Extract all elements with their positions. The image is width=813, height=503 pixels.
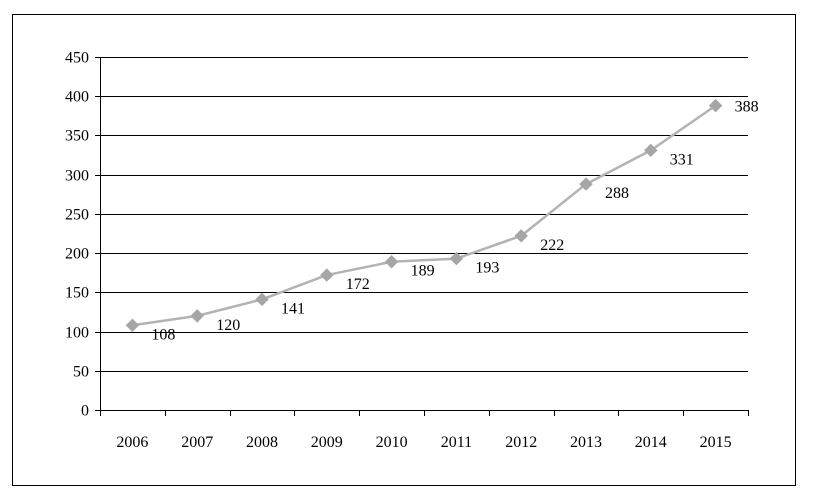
y-tick-label: 400 (65, 89, 89, 106)
y-axis-tick-labels: 0 50 100 150 200 250 300 350 400 450 (65, 50, 89, 420)
data-point-marker (384, 255, 399, 269)
x-tick-label: 2006 (116, 434, 148, 451)
data-label: 193 (475, 260, 499, 277)
data-point-marker (644, 143, 658, 158)
x-tick-label: 2014 (635, 434, 667, 451)
y-tick-label: 250 (65, 207, 89, 224)
data-labels: 108 120 141 172 189 193 222 288 331 388 (151, 99, 758, 344)
y-tick-label: 150 (65, 285, 89, 302)
x-tick-label: 2015 (700, 434, 732, 451)
series-line (132, 104, 717, 327)
chart-frame (12, 14, 796, 486)
data-label: 141 (281, 300, 305, 317)
y-tick-label: 100 (65, 325, 89, 342)
data-point-marker (449, 251, 464, 266)
data-label: 189 (411, 263, 435, 280)
data-label: 222 (540, 237, 564, 254)
axes (95, 57, 749, 416)
data-point-marker (255, 292, 269, 307)
x-axis-tick-labels: 2006 2007 2008 2009 2010 2011 2012 2013 2014 2015 (116, 434, 731, 451)
y-tick-label: 50 (73, 364, 89, 381)
y-tick-label: 450 (65, 50, 89, 67)
data-point-marker (708, 98, 723, 113)
series-markers (125, 98, 723, 332)
data-point-marker (190, 309, 204, 323)
data-point-marker (579, 177, 593, 191)
data-label: 288 (605, 185, 629, 202)
x-tick-label: 2013 (570, 434, 602, 451)
y-tick-label: 200 (65, 246, 89, 263)
x-tick-label: 2012 (505, 434, 537, 451)
data-point-marker (514, 229, 528, 243)
y-tick-label: 0 (81, 403, 89, 420)
data-label: 172 (346, 276, 370, 293)
x-tick-label: 2008 (246, 434, 278, 451)
data-label: 108 (151, 326, 175, 343)
x-tick-label: 2011 (441, 434, 472, 451)
data-label: 120 (216, 317, 240, 334)
x-tick-label: 2007 (181, 434, 213, 451)
data-label: 388 (735, 99, 759, 116)
x-tick-label: 2010 (376, 434, 408, 451)
series-line-path (132, 104, 717, 327)
y-tick-label: 300 (65, 168, 89, 185)
gridlines (100, 57, 748, 372)
data-label: 331 (670, 151, 694, 168)
data-point-marker (320, 268, 334, 282)
x-tick-label: 2009 (311, 434, 343, 451)
y-tick-label: 350 (65, 128, 89, 145)
data-point-marker (125, 318, 140, 332)
